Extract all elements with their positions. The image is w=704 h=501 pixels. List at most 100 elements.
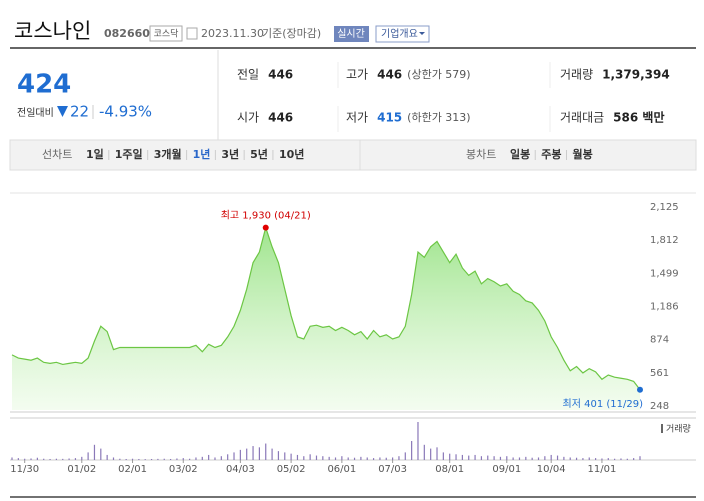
volume-bar	[36, 457, 38, 460]
volume-bar	[303, 456, 305, 460]
tab[interactable]: 3년	[221, 147, 239, 161]
x-tick-label: 07/03	[378, 464, 407, 475]
volume-bar	[404, 452, 406, 460]
y-tick-label: 1,812	[650, 235, 679, 246]
volume-bar	[233, 452, 235, 460]
tab[interactable]: 10년	[279, 147, 304, 161]
current-price: 424	[17, 70, 71, 100]
volume-bar	[531, 457, 533, 460]
x-tick-label: 03/02	[169, 464, 198, 475]
plot: 2,125 1,812 1,499 1,186 874 561 248 11/30 01/02 0…	[10, 202, 678, 475]
tab[interactable]: 1일	[86, 147, 104, 161]
volume-bar	[11, 457, 13, 460]
volume-bar	[423, 444, 425, 460]
y-tick-label: 1,186	[650, 302, 679, 313]
company-button[interactable]	[375, 25, 430, 43]
volume-bar	[537, 457, 540, 460]
volume-bar	[315, 455, 318, 460]
volume-bar	[480, 456, 483, 460]
min-annotation: 최저 401 (11/29)	[563, 398, 644, 410]
volume-bar	[55, 458, 58, 460]
info-sub: (상한가 579)	[407, 68, 470, 81]
volume-bar	[195, 457, 197, 460]
volume-bar	[119, 458, 121, 460]
info-value: 586 백만	[613, 110, 664, 125]
tab-group-label: 봉차트	[466, 148, 496, 161]
tab[interactable]: 일봉	[510, 147, 530, 161]
volume-bar	[30, 458, 32, 460]
tab[interactable]: 주봉	[541, 148, 561, 161]
volume-bar	[334, 457, 337, 460]
volume-bar	[626, 458, 628, 460]
volume-bar	[284, 452, 286, 460]
y-tick-label: 2,125	[650, 202, 679, 213]
volume-bar	[493, 456, 495, 460]
volume-bar	[588, 457, 590, 460]
change-pct: -4.93%	[99, 103, 152, 121]
volume-bar	[455, 454, 457, 460]
volume-bar	[93, 444, 96, 460]
volume-bar	[544, 456, 546, 460]
info-value: 446	[268, 68, 293, 82]
volume-bar	[169, 458, 172, 460]
volume-bar	[347, 457, 349, 460]
calendar-icon	[186, 27, 198, 40]
volume-bar	[74, 458, 77, 460]
volume-bar	[49, 458, 51, 460]
volume-bar	[214, 457, 216, 460]
tab[interactable]: 1주일	[115, 147, 143, 161]
volume-bar	[182, 458, 184, 460]
volume-bar	[176, 458, 178, 460]
stock-name: 코스나인	[14, 19, 91, 43]
info-value: 446	[268, 111, 293, 125]
volume-bar	[17, 458, 19, 460]
volume-bar	[461, 454, 463, 460]
volume-bar	[163, 458, 165, 460]
volume-bar	[360, 456, 362, 460]
volume-bar	[563, 456, 565, 460]
x-tick-label: 10/04	[537, 464, 566, 475]
tab[interactable]: 5년	[250, 147, 268, 161]
volume-bar	[633, 458, 635, 460]
volume-bar	[436, 447, 438, 460]
tab[interactable]: 1년	[193, 147, 211, 161]
volume-bar	[430, 448, 432, 460]
volume-bar	[81, 456, 83, 460]
volume-bar	[556, 455, 559, 460]
volume-bar	[131, 458, 134, 460]
company-label[interactable]: 기업개요	[381, 27, 418, 40]
realtime-button[interactable]	[334, 26, 369, 42]
volume-bar	[512, 457, 514, 460]
basis: 기준(장마감)	[262, 27, 321, 40]
change-label: 전일대비	[17, 107, 54, 119]
info-grid: 전일 446 고가 446 (상한가 579) 거래량 1,379,394 시가 446 저가 41…	[237, 68, 670, 125]
info-label: 전일	[237, 68, 259, 82]
volume-bar	[411, 441, 413, 460]
volume-bar	[322, 456, 324, 460]
realtime-label[interactable]: 실시간	[337, 28, 365, 40]
x-tick-label: 11/30	[10, 464, 39, 475]
down-triangle	[57, 106, 68, 117]
change: 22	[70, 103, 89, 121]
volume-bar	[372, 458, 375, 460]
volume-bar	[309, 454, 311, 460]
volume-bar	[607, 458, 609, 460]
tab-group-label: 선차트	[42, 148, 72, 161]
tab[interactable]: 3개월	[154, 147, 182, 161]
info-label: 고가	[346, 68, 368, 82]
volume-bar	[208, 454, 210, 460]
volume-bar	[201, 456, 203, 460]
y-tick-label: 248	[650, 401, 669, 412]
x-tick-label: 05/02	[277, 464, 306, 475]
tab-bar	[9, 139, 697, 171]
volume-bar	[442, 452, 444, 460]
info-value: 415	[377, 111, 402, 125]
volume-bar	[620, 458, 622, 460]
info-label: 거래대금	[560, 111, 604, 125]
volume-legend-icon	[661, 424, 663, 433]
volume-bar	[506, 456, 508, 460]
volume-bar	[575, 457, 578, 460]
tab[interactable]: 월봉	[573, 147, 593, 161]
min-marker	[637, 386, 643, 393]
max-marker	[262, 224, 269, 231]
